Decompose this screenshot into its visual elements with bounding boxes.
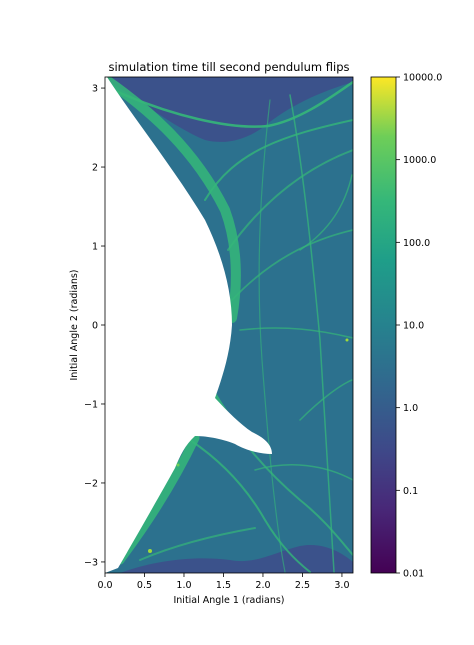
x-axis-ticks: 0.0 0.5 1.0 1.5 2.0 2.5 3.0 (97, 573, 349, 591)
colorbar-tick-label: 10.0 (403, 321, 424, 332)
colorbar (370, 76, 397, 574)
colorbar-tick-label: 0.01 (403, 569, 424, 580)
x-tick-label: 0.5 (137, 580, 152, 591)
y-axis-label: Initial Angle 2 (radians) (69, 269, 80, 380)
colorbar-tick-label: 1000.0 (403, 155, 436, 166)
y-tick-label: 1 (92, 242, 98, 253)
heatmap-speck (148, 549, 152, 553)
heatmap-bottom-region (120, 544, 353, 573)
y-axis-ticks: −3 −2 −1 0 1 2 3 (84, 84, 105, 568)
y-tick-label: 3 (92, 84, 98, 95)
x-axis-label: Initial Angle 1 (radians) (173, 595, 284, 606)
y-tick-label: −1 (84, 399, 98, 410)
x-tick-label: 2.0 (255, 580, 270, 591)
y-tick-label: −2 (84, 478, 98, 489)
colorbar-tick-label: 100.0 (403, 238, 430, 249)
x-tick-label: 2.5 (295, 580, 310, 591)
heatmap-speck (345, 338, 349, 342)
heatmap-top-region (105, 77, 353, 142)
x-tick-label: 0.0 (97, 580, 112, 591)
chart-title: simulation time till second pendulum fli… (109, 60, 350, 74)
heatmap-speck (176, 463, 180, 467)
x-tick-label: 1.5 (216, 580, 231, 591)
y-tick-label: 2 (92, 163, 98, 174)
x-tick-label: 3.0 (334, 580, 349, 591)
colorbar-tick-label: 1.0 (403, 403, 418, 414)
colorbar-ticks: 0.01 0.1 1.0 10.0 100.0 1000.0 10000.0 (396, 73, 442, 580)
colorbar-tick-label: 0.1 (403, 486, 418, 497)
colorbar-tick-label: 10000.0 (403, 73, 442, 84)
heatmap-filaments (105, 77, 353, 573)
heatmap (105, 77, 353, 573)
y-tick-label: −3 (84, 557, 98, 568)
y-tick-label: 0 (92, 321, 98, 332)
x-tick-label: 1.0 (176, 580, 191, 591)
heatmap-no-flip-region (105, 77, 272, 573)
